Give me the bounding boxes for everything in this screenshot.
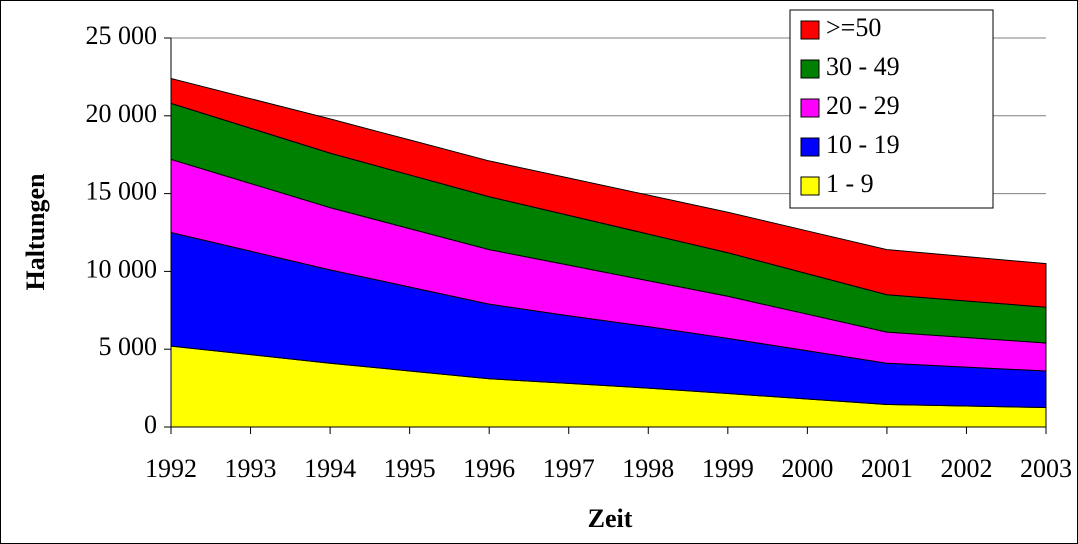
x-tick-label: 1993 <box>225 454 277 483</box>
x-tick-label: 1995 <box>384 454 436 483</box>
x-tick-label: 1992 <box>145 454 197 483</box>
legend-swatch <box>800 59 820 79</box>
legend-label: 1 - 9 <box>826 169 874 198</box>
x-axis-label: Zeit <box>588 504 633 533</box>
x-tick-label: 1997 <box>543 454 595 483</box>
y-axis-label: Haltungen <box>21 173 50 291</box>
x-tick-label: 1996 <box>463 454 515 483</box>
x-tick-label: 1999 <box>702 454 754 483</box>
y-tick-label: 20 000 <box>86 99 158 128</box>
x-tick-label: 2000 <box>781 454 833 483</box>
legend-swatch <box>800 137 820 157</box>
area <box>170 77 1047 308</box>
legend-label: 10 - 19 <box>826 130 900 159</box>
legend-swatch <box>800 20 820 40</box>
y-tick-label: 10 000 <box>86 254 158 283</box>
y-tick-label: 5 000 <box>99 332 158 361</box>
x-tick-label: 2001 <box>861 454 913 483</box>
x-tick-label: 2003 <box>1020 454 1072 483</box>
legend-swatch <box>800 176 820 196</box>
y-tick-label: 0 <box>144 410 157 439</box>
legend-label: >=50 <box>826 13 881 42</box>
x-tick-label: 1994 <box>304 454 356 483</box>
legend <box>789 9 994 209</box>
x-tick-label: 1998 <box>622 454 674 483</box>
x-tick-label: 2002 <box>940 454 992 483</box>
y-tick-label: 15 000 <box>86 177 158 206</box>
y-tick-label: 25 000 <box>86 21 158 50</box>
legend-swatch <box>800 98 820 118</box>
legend-label: 30 - 49 <box>826 52 900 81</box>
legend-label: 20 - 29 <box>826 91 900 120</box>
